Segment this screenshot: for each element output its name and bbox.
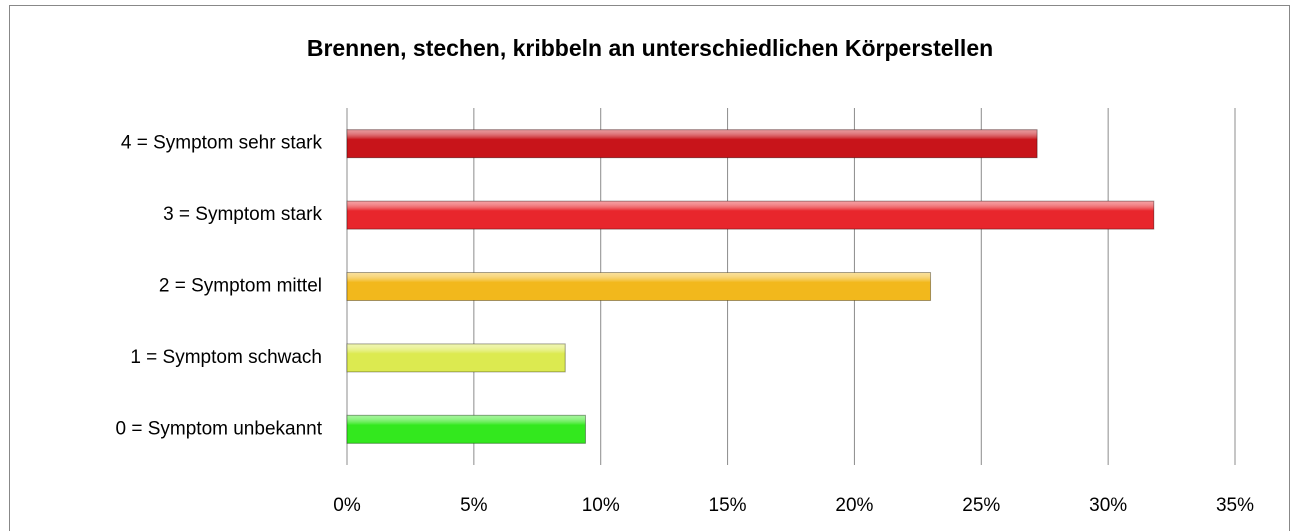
- bar: [346, 272, 932, 301]
- x-tick-label: 35%: [1216, 495, 1254, 516]
- x-tick-label: 10%: [582, 495, 620, 516]
- bar: [346, 129, 1038, 159]
- y-tick-label: 1 = Symptom schwach: [130, 347, 322, 368]
- x-tick-label: 15%: [709, 495, 747, 516]
- chart-frame: [9, 5, 1290, 531]
- x-tick-label: 30%: [1089, 495, 1127, 516]
- bar: [346, 200, 1155, 230]
- y-tick-label: 4 = Symptom sehr stark: [121, 133, 323, 154]
- y-tick-label: 3 = Symptom stark: [163, 204, 322, 225]
- x-tick-label: 5%: [460, 495, 488, 516]
- y-tick-label: 2 = Symptom mittel: [159, 276, 322, 297]
- x-tick-label: 20%: [835, 495, 873, 516]
- chart-title: Brennen, stechen, kribbeln an unterschie…: [307, 35, 993, 61]
- x-tick-label: 25%: [962, 495, 1000, 516]
- bar: [346, 414, 586, 444]
- x-tick-label: 0%: [333, 495, 361, 516]
- bar: [346, 343, 566, 373]
- y-tick-label: 0 = Symptom unbekannt: [116, 418, 323, 439]
